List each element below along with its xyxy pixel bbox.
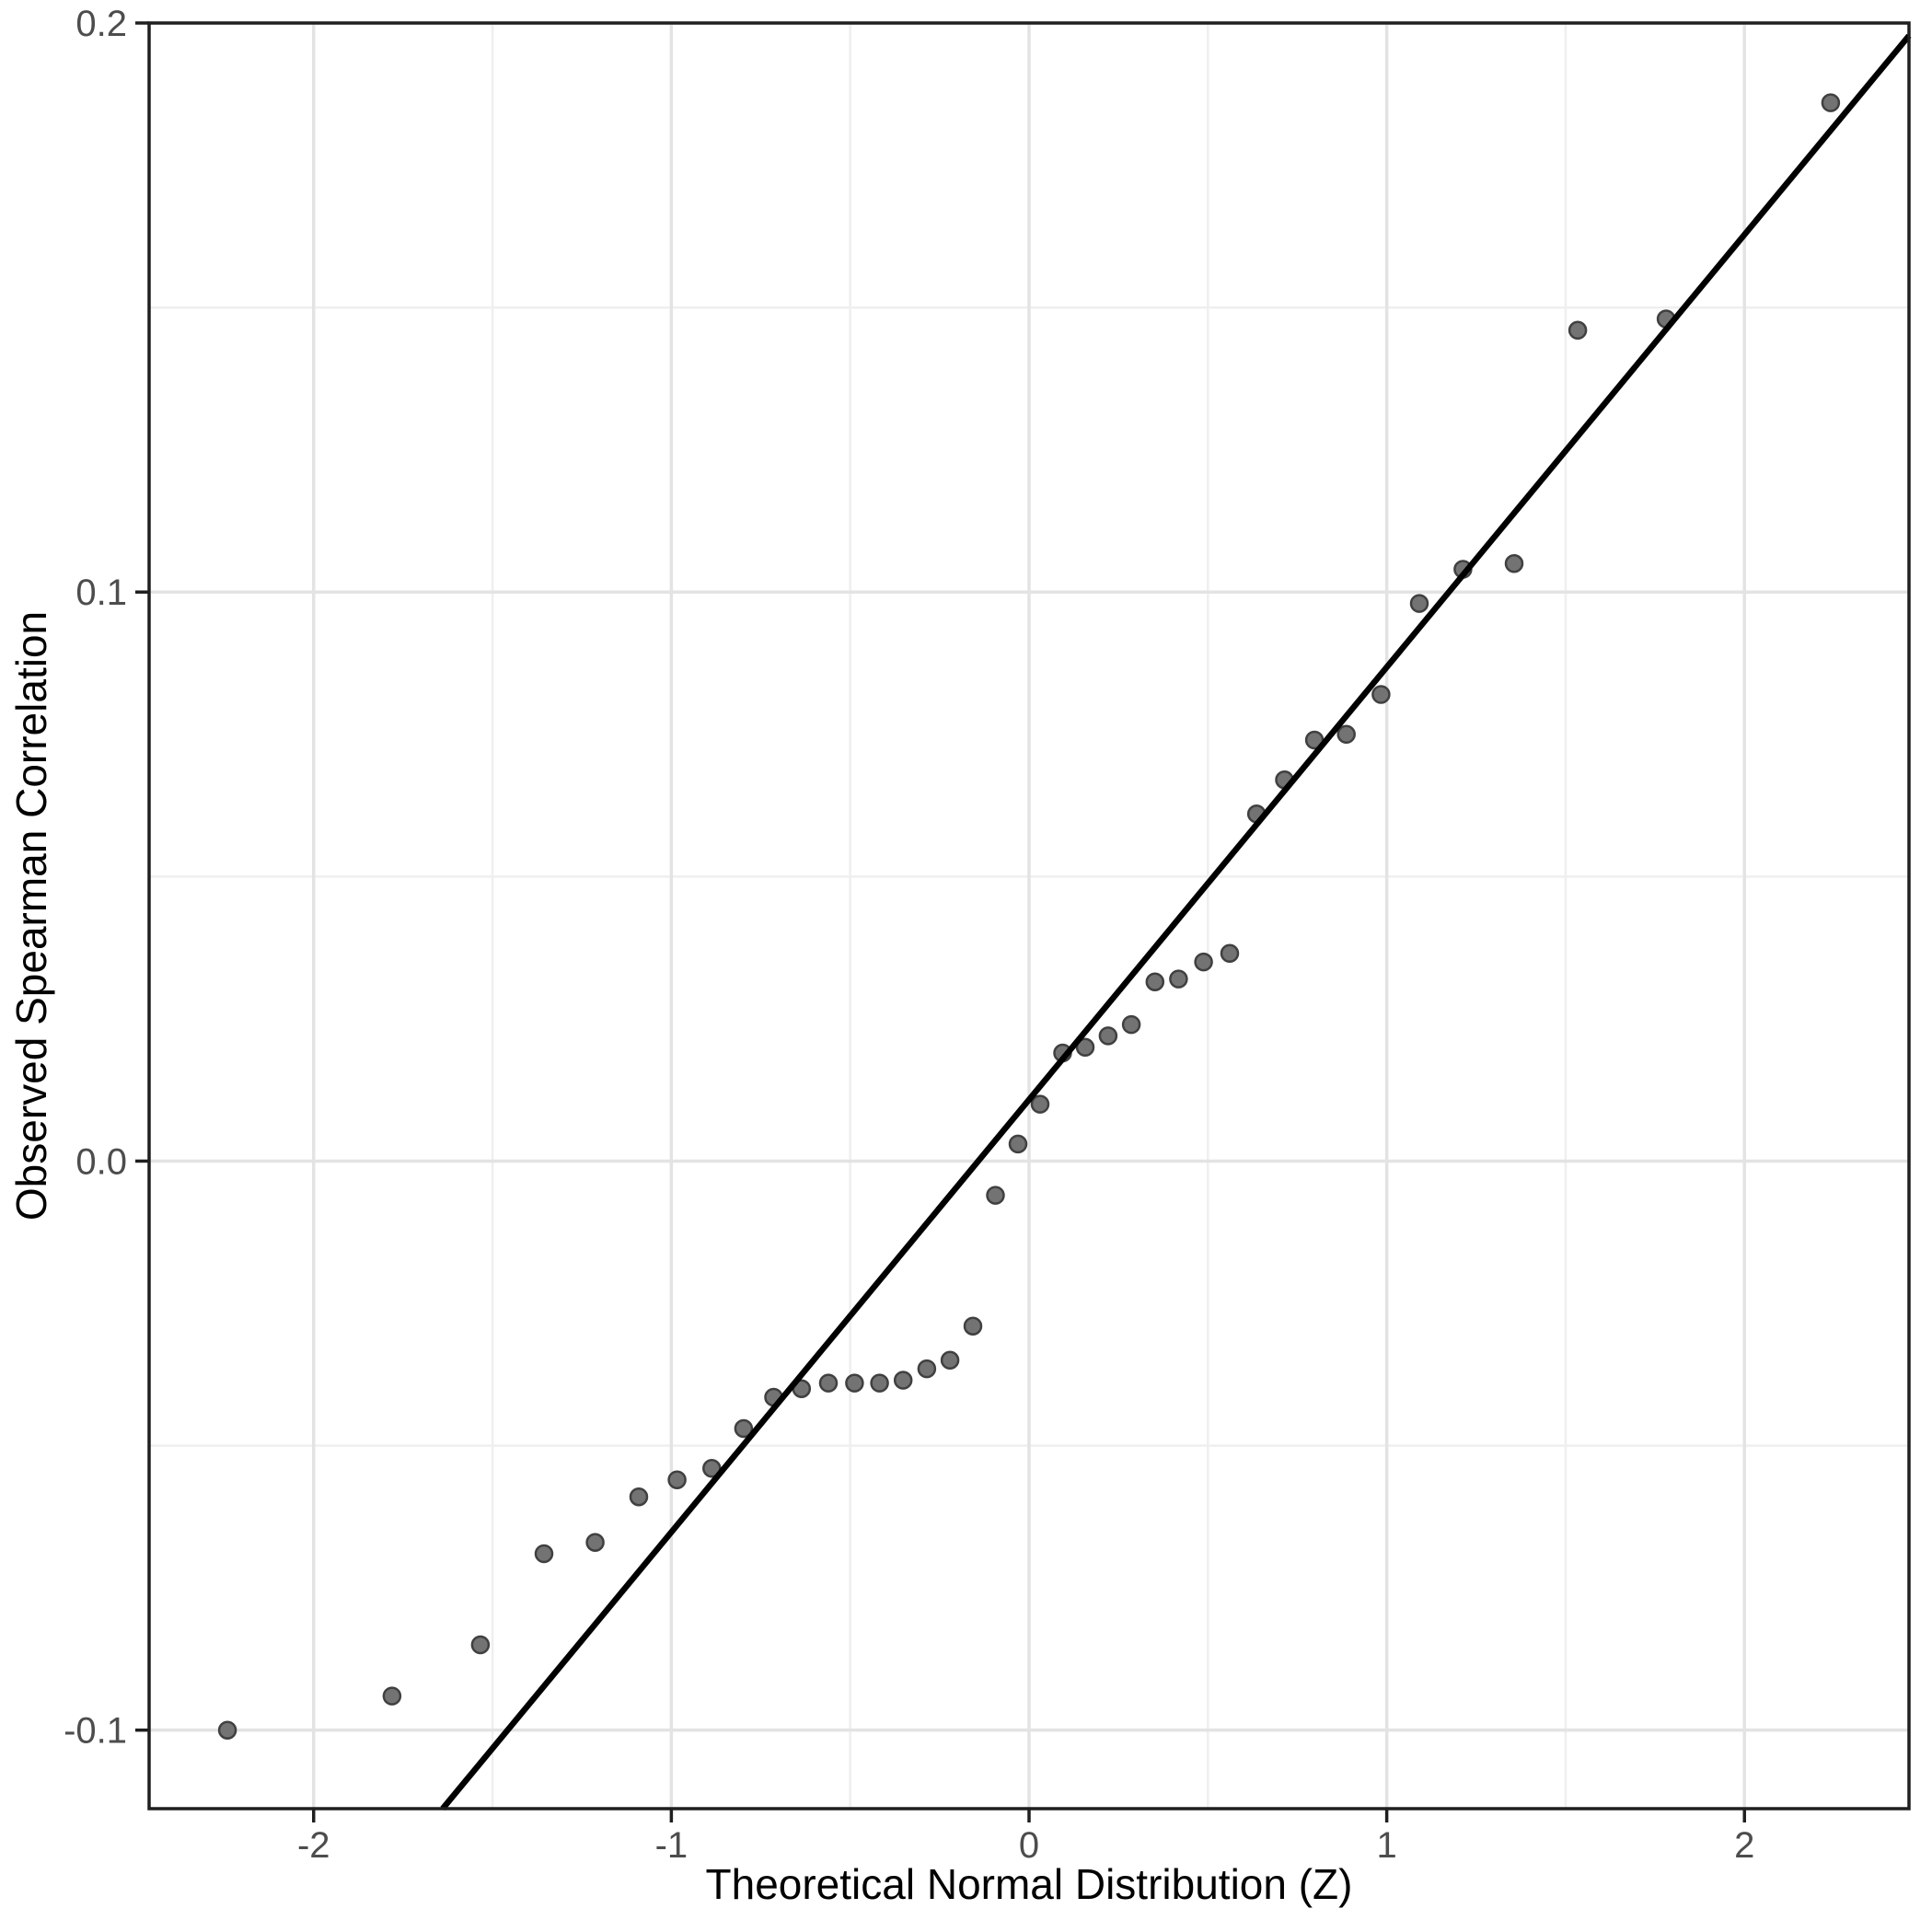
data-point <box>1821 93 1841 112</box>
y-axis-title: Observed Spearman Correlation <box>7 611 55 1221</box>
data-point <box>1008 1134 1028 1154</box>
data-point <box>534 1544 554 1564</box>
x-tick-label: -2 <box>297 1825 330 1866</box>
data-point <box>667 1470 687 1489</box>
data-point <box>382 1686 402 1706</box>
data-point <box>1568 320 1588 341</box>
data-point <box>1194 952 1213 972</box>
data-point <box>585 1533 605 1552</box>
x-tick-label: 1 <box>1376 1825 1396 1866</box>
data-point <box>1504 554 1524 573</box>
data-point <box>1121 1014 1141 1035</box>
data-point <box>217 1720 237 1740</box>
data-point <box>470 1635 491 1655</box>
data-point <box>917 1359 937 1379</box>
data-point <box>893 1371 913 1390</box>
x-tick-label: 2 <box>1734 1825 1754 1866</box>
data-point <box>1336 724 1356 745</box>
x-axis-title: Theoretical Normal Distribution (Z) <box>706 1860 1353 1908</box>
data-point <box>1371 685 1391 704</box>
data-point <box>963 1316 983 1336</box>
data-point <box>1075 1037 1095 1058</box>
data-point <box>1409 594 1429 613</box>
data-point <box>702 1459 722 1478</box>
y-tick-label: 0.0 <box>75 1141 127 1182</box>
y-tick-label: 0.1 <box>75 573 127 613</box>
x-tick-label: 0 <box>1019 1825 1039 1866</box>
data-point <box>734 1418 754 1439</box>
data-point <box>1145 972 1165 991</box>
data-point <box>986 1186 1005 1205</box>
data-point <box>845 1373 864 1393</box>
x-tick-label: -1 <box>655 1825 688 1866</box>
data-point <box>1169 969 1188 989</box>
data-point <box>940 1350 960 1371</box>
qq-reference-line <box>440 33 1912 1811</box>
data-point <box>1220 943 1240 964</box>
data-point <box>870 1373 889 1393</box>
data-point <box>818 1373 839 1393</box>
y-tick-label: 0.2 <box>75 4 127 44</box>
chart-layer: -2 -1 0 1 2 0.2 0.1 0.0 -0.1 <box>64 4 1912 1866</box>
data-point <box>1030 1094 1050 1114</box>
data-point <box>629 1487 649 1507</box>
data-point <box>1098 1026 1118 1046</box>
y-tick-label: -0.1 <box>64 1711 127 1752</box>
